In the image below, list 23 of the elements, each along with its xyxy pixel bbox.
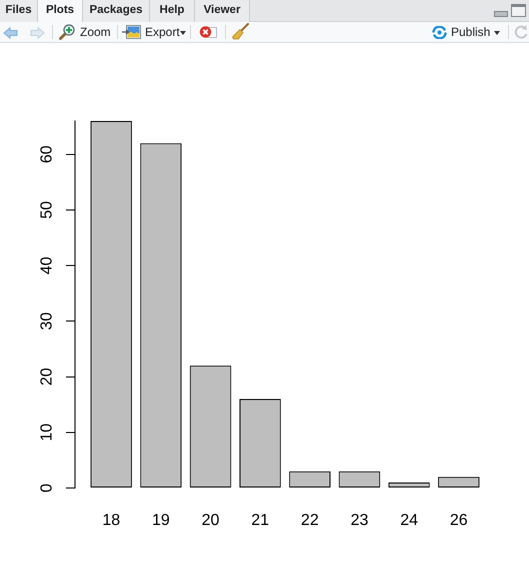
text: Files <box>0 0 38 22</box>
x-tick-label: 21 <box>251 512 270 530</box>
x-tick-label: 24 <box>400 512 418 530</box>
text: Zoom <box>80 25 111 39</box>
y-tick-label: 60 <box>38 145 56 164</box>
y-tick-label: 50 <box>38 200 56 219</box>
y-tick-label: 20 <box>38 368 56 386</box>
y-tick-label: 10 <box>38 423 56 442</box>
y-tick-label: 0 <box>38 483 56 492</box>
x-tick-label: 26 <box>450 512 468 530</box>
y-tick-label: 40 <box>38 256 56 274</box>
x-tick-label: 23 <box>350 512 368 530</box>
x-tick-label: 20 <box>202 512 220 530</box>
text: Viewer <box>195 0 250 22</box>
text: Publish <box>451 25 490 39</box>
text: Export <box>145 25 180 39</box>
text: Plots <box>38 0 83 23</box>
x-tick-label: 22 <box>300 512 319 530</box>
y-tick-label: 30 <box>38 312 56 330</box>
text: Packages <box>83 0 150 22</box>
x-tick-label: 19 <box>152 512 170 530</box>
x-tick-label: 18 <box>102 512 120 530</box>
text: Help <box>150 0 195 22</box>
